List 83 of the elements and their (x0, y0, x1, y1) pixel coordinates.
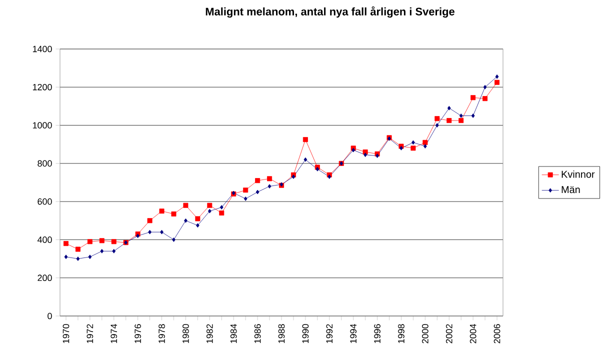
point (256, 190, 260, 194)
point (412, 140, 415, 145)
point (255, 178, 260, 184)
point (64, 241, 68, 246)
point (494, 80, 500, 85)
point (87, 239, 92, 244)
x-tick-label: 1996 (374, 324, 380, 344)
point (495, 74, 499, 79)
point (410, 146, 416, 151)
x-tick-label: 1984 (230, 324, 237, 344)
point (268, 184, 272, 188)
x-tick-label: 1986 (254, 324, 261, 344)
x-tick-label: 1980 (182, 324, 189, 344)
legend-label: Män (562, 186, 580, 194)
y-tick-label: 200 (38, 274, 52, 282)
point (88, 254, 92, 260)
x-tick-label: 1994 (350, 324, 357, 344)
y-tick-label: 800 (38, 160, 52, 167)
point (243, 188, 248, 193)
point (183, 202, 188, 208)
point (184, 218, 188, 223)
point (99, 238, 104, 244)
point (470, 95, 476, 100)
point (100, 248, 104, 254)
point (482, 96, 488, 102)
point (458, 118, 464, 123)
point (447, 106, 451, 110)
point (220, 205, 224, 210)
y-tick-label: 600 (38, 198, 52, 205)
point (435, 123, 439, 128)
x-tick-label: 1998 (398, 324, 404, 344)
y-tick-label: 400 (37, 236, 52, 243)
point (364, 152, 368, 158)
point (483, 84, 487, 90)
point (112, 248, 116, 254)
x-tick-label: 1988 (278, 324, 285, 344)
point (376, 154, 379, 158)
y-tick-label: 0 (48, 312, 52, 320)
point (76, 256, 80, 261)
point (147, 218, 152, 224)
point (172, 238, 176, 242)
x-tick-label: 1974 (110, 324, 118, 344)
x-tick-label: 1982 (206, 324, 213, 344)
y-tick-label: 1200 (32, 84, 52, 90)
legend-label: Kvinnor (562, 170, 595, 178)
point (328, 174, 332, 179)
point (195, 216, 200, 222)
point (207, 202, 212, 208)
point (208, 208, 212, 214)
y-tick-label: 1400 (32, 46, 52, 52)
point (459, 114, 463, 118)
point (159, 208, 164, 214)
x-tick-label: 1976 (134, 324, 142, 344)
point (171, 211, 176, 216)
x-tick-label: 1970 (62, 324, 70, 344)
point (244, 196, 248, 201)
point (434, 116, 440, 122)
point (160, 230, 164, 234)
point (75, 246, 80, 252)
point (302, 137, 308, 142)
x-tick-label: 2006 (494, 324, 500, 344)
x-tick-label: 2004 (470, 324, 476, 344)
point (292, 174, 296, 179)
point (267, 176, 272, 182)
point (446, 118, 452, 123)
point (136, 234, 140, 238)
y-tick-label: 1000 (32, 122, 52, 128)
point (219, 210, 224, 216)
x-tick-label: 1992 (326, 324, 333, 344)
x-tick-label: 2000 (422, 324, 428, 344)
x-tick-label: 1990 (302, 324, 309, 344)
x-tick-label: 1978 (158, 324, 165, 344)
point (148, 230, 152, 234)
point (64, 254, 68, 260)
x-tick-label: 1972 (86, 324, 94, 344)
point (471, 114, 475, 118)
point (196, 223, 200, 228)
point (423, 144, 427, 148)
point (111, 239, 116, 244)
point (422, 140, 428, 145)
chart-title: Malignt melanom, antal nya fall årligen i Sverige (206, 6, 454, 18)
point (304, 157, 308, 162)
x-tick-label: 2002 (446, 324, 452, 344)
